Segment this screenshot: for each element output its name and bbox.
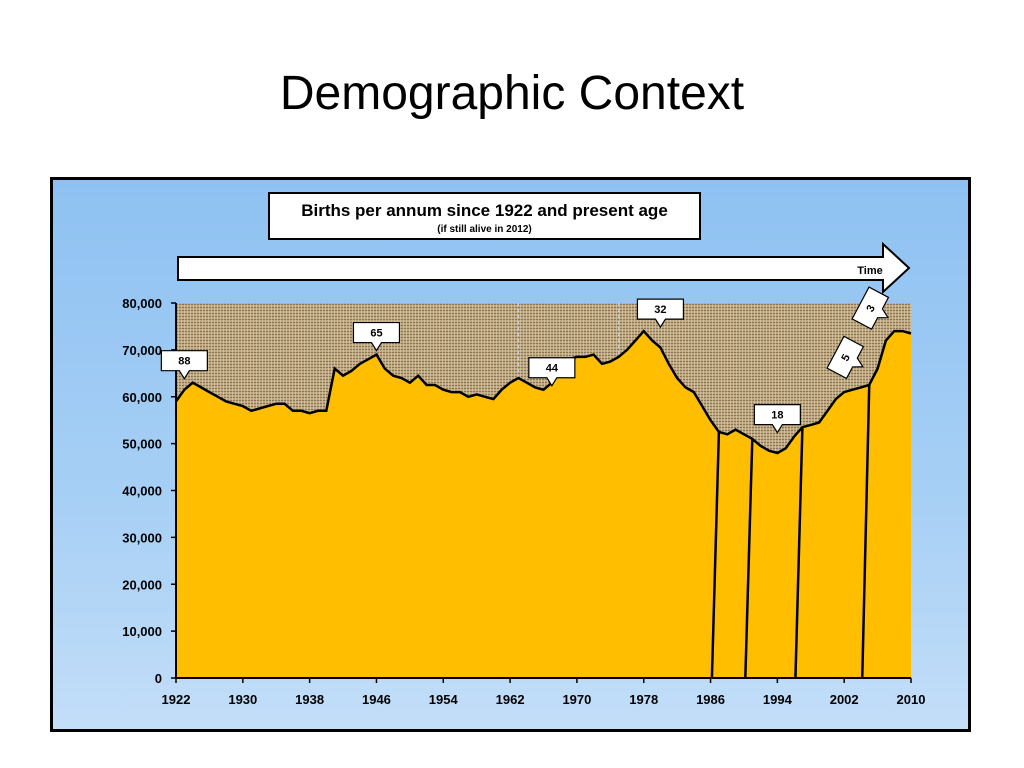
callout-label: 5 [839, 352, 852, 363]
callout-box [160, 350, 208, 380]
callout-box [352, 321, 401, 352]
chart-subtitle: (if still alive in 2012) [437, 224, 532, 235]
y-tick-label: 0 [155, 671, 162, 686]
time-arrow: Time [177, 241, 911, 295]
y-tick-label: 80,000 [122, 296, 162, 311]
x-tick-label: 1962 [496, 692, 525, 707]
callout-3: 3 [851, 286, 890, 331]
x-tick-label: 1978 [629, 692, 658, 707]
x-tick-label: 1954 [429, 692, 459, 707]
callout-box [753, 403, 801, 434]
callout-44: 44 [528, 357, 576, 387]
callout-rotated: 3 [851, 286, 890, 331]
x-tick-label: 1938 [295, 692, 324, 707]
callout-label: 44 [546, 363, 559, 375]
age-group-divider [710, 431, 721, 679]
x-tick-label: 2010 [897, 692, 926, 707]
x-tick-label: 1922 [162, 692, 191, 707]
callout-label: 18 [771, 410, 783, 422]
axes: 0 10,000 20,000 30,000 40,000 50,000 60,000 70,… [122, 296, 925, 707]
y-tick-label: 10,000 [122, 624, 162, 639]
age-group-area [176, 331, 719, 678]
age-group-divider [744, 438, 754, 679]
age-group-area [795, 385, 870, 678]
callouts: 88 65 44 32 18 5 3 [160, 286, 890, 434]
callout-box [636, 298, 685, 329]
callout-label: 65 [370, 328, 382, 340]
age-group-area [745, 427, 803, 678]
callout-label: 32 [654, 304, 666, 316]
callout-88: 88 [160, 350, 208, 380]
chart-title-box: Births per annum since 1922 and present … [268, 192, 701, 240]
callout-label: 88 [178, 356, 190, 368]
y-tick-label: 50,000 [122, 437, 162, 452]
series-line [174, 329, 912, 455]
chart-title: Births per annum since 1922 and present … [301, 201, 668, 220]
x-tick-label: 1946 [362, 692, 391, 707]
y-tick-label: 70,000 [122, 343, 162, 358]
age-group-divider [794, 427, 804, 679]
time-arrow-label: Time [857, 265, 882, 277]
callout-rotated: 5 [826, 335, 865, 380]
callout-18: 18 [753, 403, 801, 434]
slide-title: Demographic Context [279, 67, 745, 120]
callout-box [528, 357, 576, 387]
callout-label: 3 [864, 303, 877, 314]
x-tick-label: 1986 [696, 692, 725, 707]
callout-box [851, 286, 890, 331]
callout-65: 65 [352, 321, 401, 352]
time-arrow-shape [177, 241, 911, 295]
y-tick-label: 60,000 [122, 390, 162, 405]
x-tick-label: 2002 [830, 692, 859, 707]
y-tick-label: 30,000 [122, 530, 162, 545]
callout-5: 5 [826, 335, 865, 380]
y-tick-label: 20,000 [122, 577, 162, 592]
callout-32: 32 [636, 298, 685, 329]
age-group-divider [860, 385, 871, 679]
y-tick-label: 40,000 [122, 484, 162, 499]
age-group-area [711, 429, 753, 678]
x-tick-label: 1970 [562, 692, 591, 707]
callout-box [826, 335, 865, 380]
x-tick-label: 1930 [228, 692, 257, 707]
age-group-area [862, 331, 911, 678]
x-tick-label: 1994 [763, 692, 793, 707]
